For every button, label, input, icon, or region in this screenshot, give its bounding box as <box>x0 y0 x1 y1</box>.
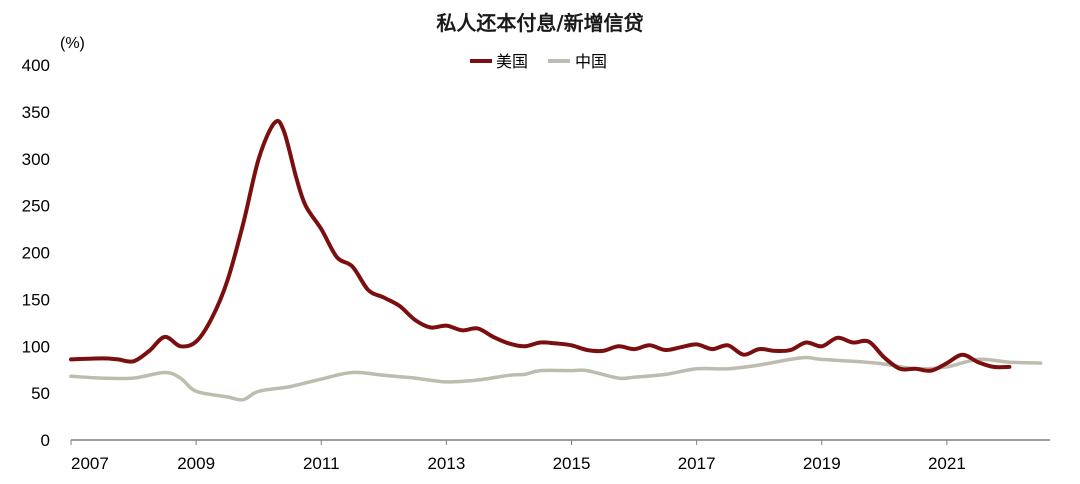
chart-title: 私人还本付息/新增信贷 <box>436 11 643 35</box>
x-tick-label: 2017 <box>678 454 716 473</box>
series-lines <box>69 119 1043 402</box>
y-tick-label: 400 <box>22 56 50 75</box>
x-tick-label: 2013 <box>427 454 465 473</box>
y-tick-label: 50 <box>31 384 50 403</box>
x-tick-label: 2011 <box>303 454 340 473</box>
y-tick-label: 300 <box>22 150 50 169</box>
y-tick-label: 100 <box>22 337 50 356</box>
y-tick-label: 350 <box>22 103 50 122</box>
series-line-us <box>69 119 1012 373</box>
y-tick-label: 150 <box>22 290 50 309</box>
y-tick-label: 250 <box>22 197 50 216</box>
y-tick-label: 200 <box>22 244 50 263</box>
series-line-cn <box>69 355 1043 402</box>
y-tick-label: 0 <box>41 431 50 450</box>
y-axis-unit: (%) <box>60 35 85 52</box>
y-axis-ticks: 0 50 100 150 200 250 300 350 400 <box>22 56 50 450</box>
x-tick-label: 2019 <box>803 454 841 473</box>
x-axis-ticks: 2007 2009 2011 2013 2015 2017 2019 2021 <box>70 440 966 473</box>
legend-label-us: 美国 <box>496 52 528 71</box>
x-tick-label: 2021 <box>928 454 966 473</box>
legend: 美国 中国 <box>470 52 607 71</box>
x-tick-label: 2009 <box>177 454 215 473</box>
x-tick-label: 2015 <box>553 454 591 473</box>
legend-label-cn: 中国 <box>575 52 607 71</box>
x-tick-label: 2007 <box>71 454 109 473</box>
